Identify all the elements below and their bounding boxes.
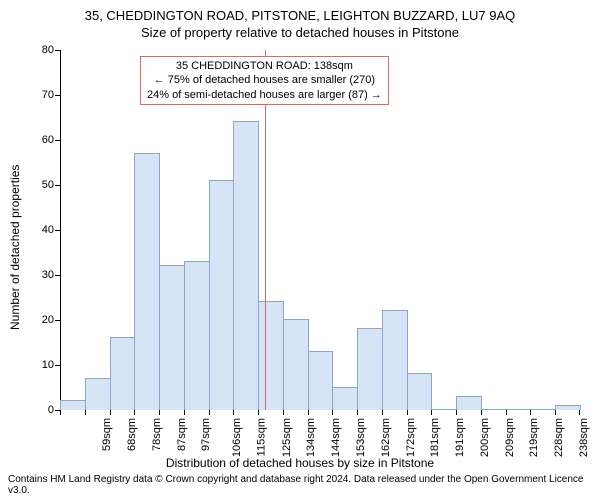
x-tick-label: 172sqm <box>405 418 417 457</box>
chart-plot-area: 0102030405060708059sqm68sqm78sqm87sqm97s… <box>60 50 580 410</box>
x-tick-mark <box>382 410 383 415</box>
histogram-bar <box>530 409 556 410</box>
histogram-bar <box>184 261 210 411</box>
page-title: 35, CHEDDINGTON ROAD, PITSTONE, LEIGHTON… <box>0 0 600 23</box>
x-tick-mark <box>530 410 531 415</box>
histogram-bar <box>258 301 284 410</box>
y-tick-mark <box>55 365 60 366</box>
x-tick-mark <box>407 410 408 415</box>
histogram-bar <box>456 396 482 411</box>
y-tick-mark <box>55 230 60 231</box>
y-tick-label: 50 <box>24 179 54 191</box>
y-tick-mark <box>55 275 60 276</box>
histogram-bar <box>308 351 334 411</box>
x-tick-label: 144sqm <box>330 418 342 457</box>
x-tick-mark <box>456 410 457 415</box>
x-tick-label: 191sqm <box>454 418 466 457</box>
histogram-bar <box>60 400 86 410</box>
x-tick-label: 219sqm <box>528 418 540 457</box>
histogram-bar <box>85 378 111 411</box>
y-tick-label: 10 <box>24 359 54 371</box>
y-tick-label: 40 <box>24 224 54 236</box>
histogram-bar <box>431 409 457 410</box>
x-tick-mark <box>85 410 86 415</box>
x-tick-label: 162sqm <box>380 418 392 457</box>
y-tick-label: 70 <box>24 89 54 101</box>
histogram-bar <box>506 409 532 410</box>
x-tick-mark <box>506 410 507 415</box>
x-tick-mark <box>579 410 580 415</box>
histogram-bar <box>209 180 235 411</box>
x-tick-label: 238sqm <box>578 418 590 457</box>
histogram-bar <box>555 405 581 411</box>
annotation-box: 35 CHEDDINGTON ROAD: 138sqm← 75% of deta… <box>140 56 389 105</box>
x-tick-label: 97sqm <box>200 418 212 451</box>
histogram-bar <box>283 319 309 410</box>
footer-text: Contains HM Land Registry data © Crown c… <box>8 474 600 496</box>
x-tick-label: 153sqm <box>355 418 367 457</box>
x-tick-mark <box>134 410 135 415</box>
x-tick-label: 228sqm <box>553 418 565 457</box>
x-tick-mark <box>184 410 185 415</box>
x-tick-mark <box>209 410 210 415</box>
histogram-bar <box>134 153 160 411</box>
x-tick-mark <box>110 410 111 415</box>
y-tick-label: 20 <box>24 314 54 326</box>
annotation-line: 35 CHEDDINGTON ROAD: 138sqm <box>147 59 382 73</box>
histogram-bar <box>110 337 136 410</box>
histogram-bar <box>159 265 185 410</box>
histogram-bar <box>233 121 259 410</box>
x-tick-label: 125sqm <box>281 418 293 457</box>
y-tick-label: 30 <box>24 269 54 281</box>
x-tick-mark <box>332 410 333 415</box>
y-tick-label: 60 <box>24 134 54 146</box>
x-tick-mark <box>555 410 556 415</box>
y-axis-line <box>60 50 61 410</box>
x-tick-mark <box>357 410 358 415</box>
y-tick-label: 0 <box>24 404 54 416</box>
x-axis-label: Distribution of detached houses by size … <box>0 456 600 470</box>
x-tick-label: 200sqm <box>479 418 491 457</box>
x-tick-mark <box>258 410 259 415</box>
x-tick-label: 78sqm <box>151 418 163 451</box>
y-tick-mark <box>55 140 60 141</box>
page-subtitle: Size of property relative to detached ho… <box>0 23 600 40</box>
x-tick-label: 209sqm <box>504 418 516 457</box>
histogram-bar <box>357 328 383 410</box>
histogram-bar <box>407 373 433 410</box>
annotation-line: 24% of semi-detached houses are larger (… <box>147 88 382 102</box>
x-tick-mark <box>233 410 234 415</box>
x-tick-mark <box>283 410 284 415</box>
histogram-bar <box>332 387 358 411</box>
x-tick-label: 59sqm <box>101 418 113 451</box>
x-tick-mark <box>159 410 160 415</box>
x-tick-label: 68sqm <box>126 418 138 451</box>
x-tick-label: 115sqm <box>255 418 267 456</box>
x-tick-label: 87sqm <box>176 418 188 451</box>
x-tick-mark <box>431 410 432 415</box>
y-tick-mark <box>55 185 60 186</box>
x-tick-label: 181sqm <box>429 418 441 457</box>
y-tick-label: 80 <box>24 44 54 56</box>
histogram-bar <box>481 409 507 410</box>
x-tick-mark <box>481 410 482 415</box>
histogram-bar <box>382 310 408 410</box>
y-axis-label: Number of detached properties <box>8 165 22 330</box>
y-tick-mark <box>55 320 60 321</box>
x-tick-mark <box>308 410 309 415</box>
x-tick-mark <box>60 410 61 415</box>
x-tick-label: 134sqm <box>306 418 318 457</box>
annotation-line: ← 75% of detached houses are smaller (27… <box>147 73 382 87</box>
x-tick-label: 106sqm <box>231 418 243 457</box>
y-tick-mark <box>55 50 60 51</box>
y-tick-mark <box>55 95 60 96</box>
